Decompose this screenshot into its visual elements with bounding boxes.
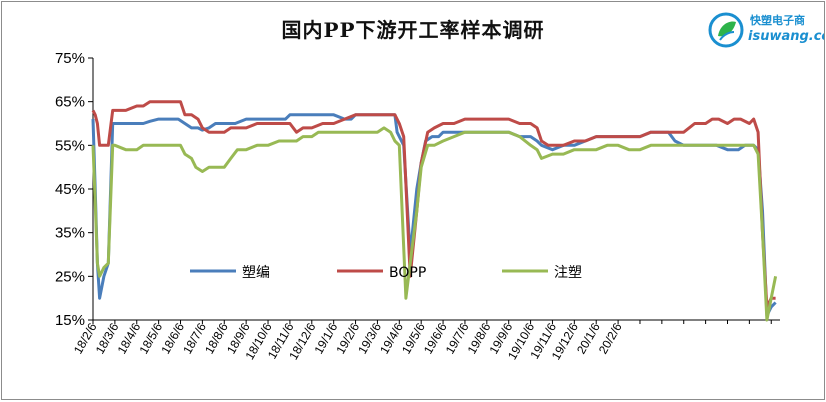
- x-tick-label: 20/2/6: [596, 320, 625, 356]
- y-tick-label: 25%: [55, 268, 85, 285]
- brand-logo: 快塑电子商 isuwang.co: [704, 8, 824, 52]
- legend-label-1: 塑编: [242, 265, 270, 281]
- legend: 塑编 BOPP 注塑: [190, 265, 582, 281]
- y-tick-label: 35%: [55, 225, 85, 242]
- series-line-3: [91, 126, 778, 322]
- series-line-2: [91, 100, 776, 309]
- y-tick-label: 45%: [55, 181, 85, 198]
- series-line-1: [91, 113, 777, 318]
- leaf-drop-icon: [708, 12, 744, 48]
- logo-text-top: 快塑电子商: [750, 14, 805, 27]
- legend-label-3: 注塑: [554, 265, 582, 281]
- logo-text-bottom: isuwang.co: [748, 29, 825, 44]
- series-group: [91, 100, 778, 322]
- y-tick-label: 15%: [55, 312, 85, 329]
- x-tick-group: 18/2/618/3/618/4/618/5/618/6/618/7/618/8…: [71, 320, 772, 362]
- y-tick-label: 65%: [55, 94, 85, 111]
- axes: [92, 58, 780, 321]
- chart-title: 国内PP下游开工率样本调研: [281, 18, 545, 42]
- y-tick-label: 55%: [55, 137, 85, 154]
- y-tick-group: 15% 25% 35% 45% 55% 65% 75%: [55, 50, 93, 329]
- legend-label-2: BOPP: [389, 265, 426, 281]
- y-tick-label: 75%: [55, 50, 85, 67]
